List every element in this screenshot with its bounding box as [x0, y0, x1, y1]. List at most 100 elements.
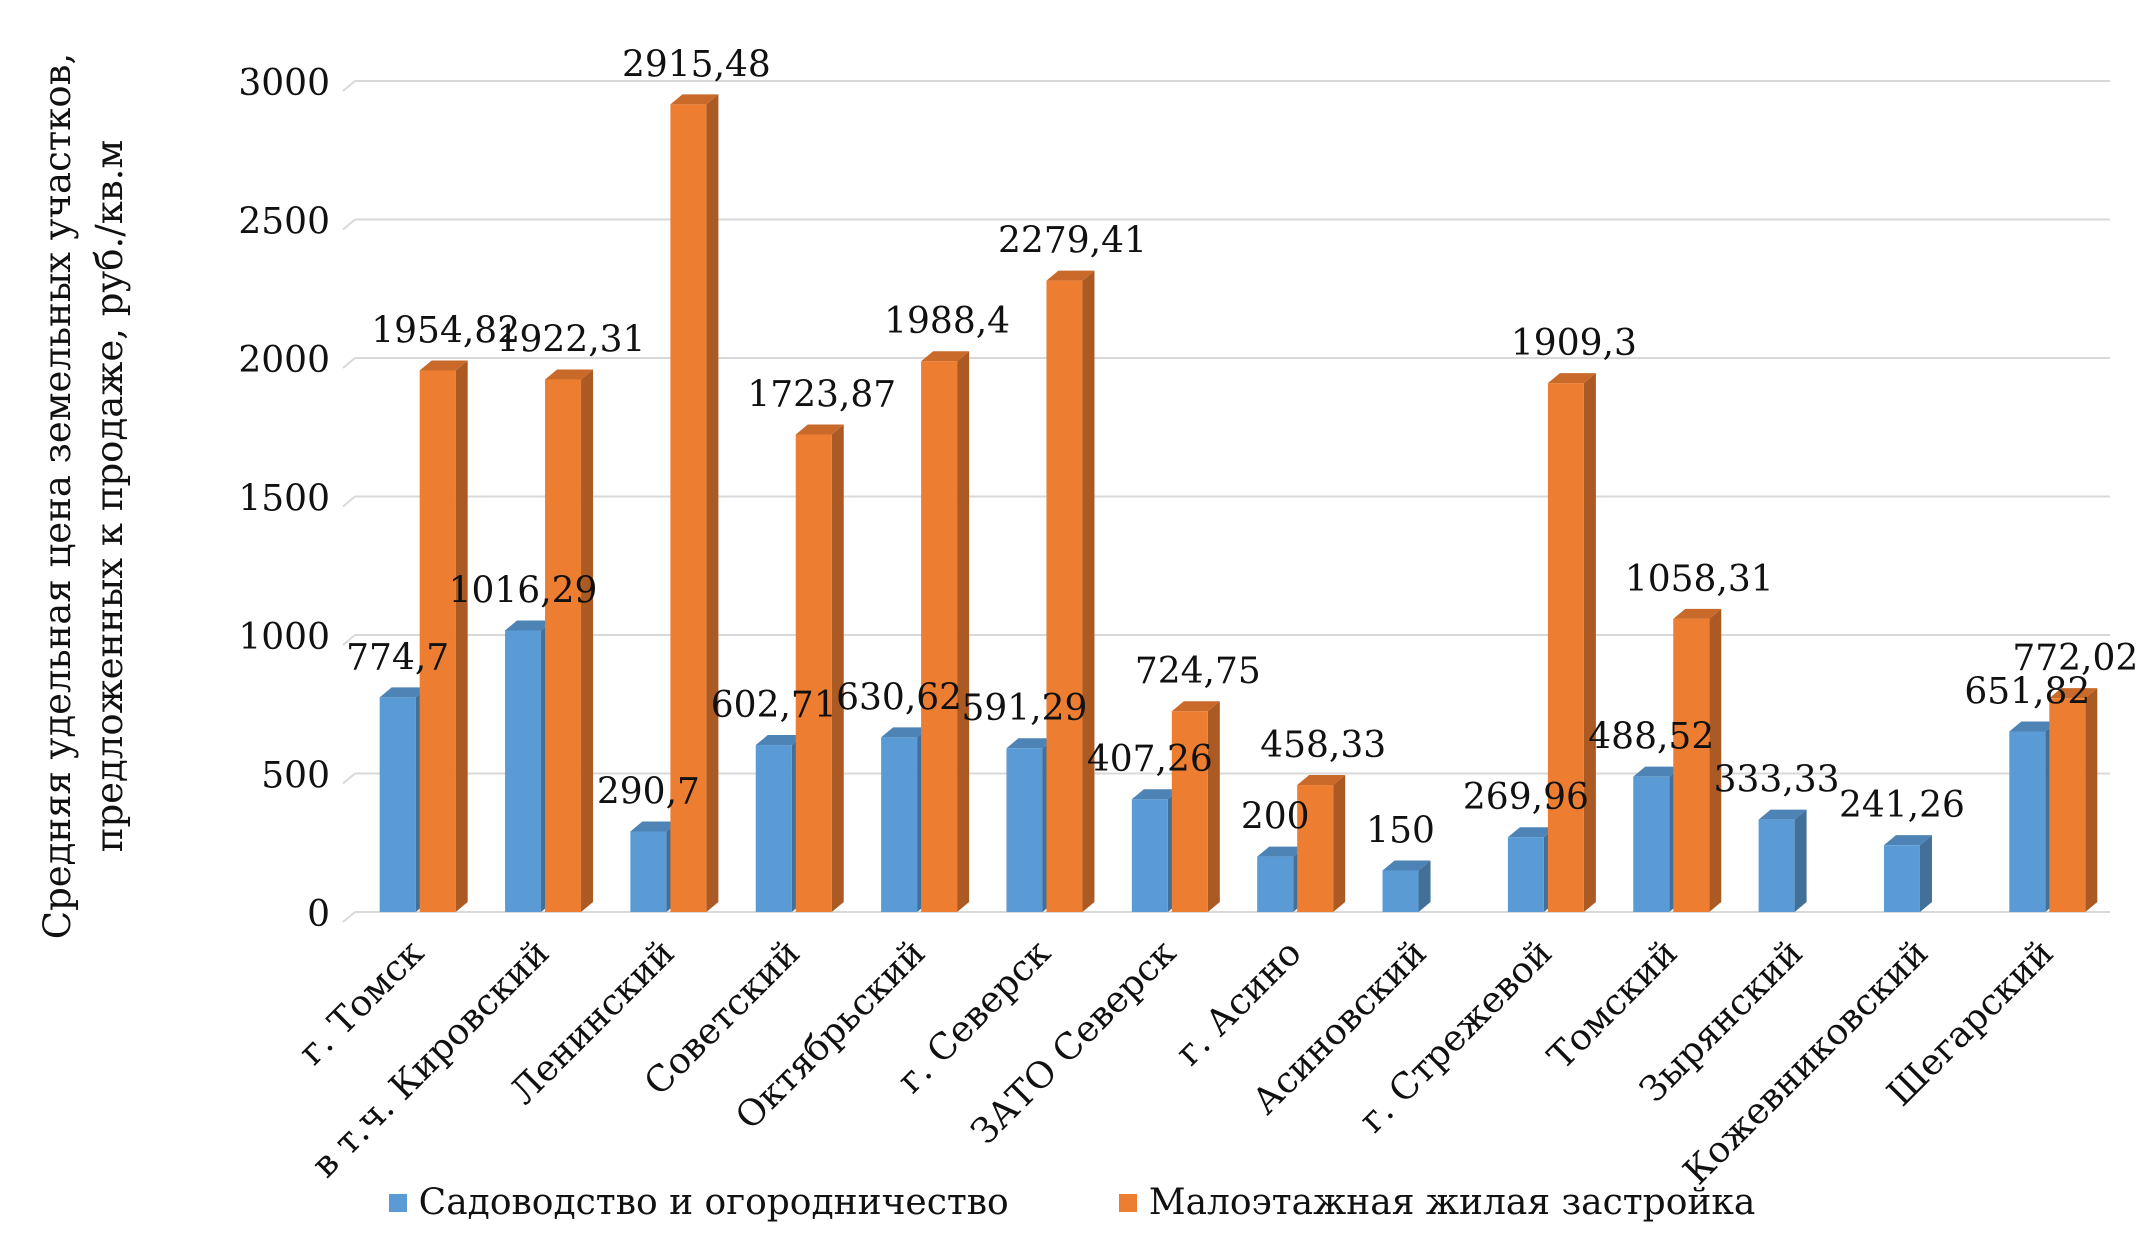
- data-label-series-1: 150: [1366, 810, 1435, 851]
- bar-series-2-side: [581, 369, 594, 912]
- bar-series-1: [2009, 731, 2046, 912]
- bar-series-2: [1046, 280, 1083, 913]
- data-label-series-1: 591,29: [961, 688, 1087, 729]
- legend-swatch-series-2: [1118, 1193, 1137, 1212]
- bar-series-1-top: [630, 821, 679, 832]
- data-label-series-1: 651,82: [1964, 671, 2090, 712]
- legend-label-series-2: Малоэтажная жилая застройка: [1148, 1182, 1756, 1223]
- data-label-series-2: 1922,31: [497, 320, 646, 361]
- bar-series-1-top: [1883, 835, 1932, 846]
- bar-series-1: [881, 737, 918, 912]
- data-label-series-1: 269,96: [1463, 777, 1589, 818]
- bar-series-2-top: [1046, 270, 1095, 281]
- data-label-series-2: 1988,4: [884, 301, 1010, 342]
- bar-series-2-side: [1583, 373, 1596, 912]
- data-label-series-1: 602,71: [711, 685, 837, 726]
- y-tick-label: 1000: [238, 617, 330, 658]
- bar-series-2-side: [1082, 270, 1095, 913]
- bar-series-2-side: [831, 424, 844, 912]
- bar-series-1: [505, 630, 542, 912]
- bar-series-1-side: [1919, 835, 1932, 912]
- x-tick-label: Кожевниковский: [1676, 932, 1936, 1192]
- bar-series-2-top: [795, 424, 844, 435]
- bar-series-2-top: [1171, 701, 1220, 712]
- y-tick-label: 1500: [238, 479, 330, 520]
- gridline-depth: [342, 218, 356, 231]
- bar-series-1-top: [1131, 789, 1180, 800]
- legend: Садоводство и огородничество Малоэтажная…: [0, 1182, 2144, 1223]
- bar-series-1-top: [755, 735, 804, 746]
- bar-series-1: [1633, 776, 1670, 912]
- bar-series-2-top: [1547, 373, 1596, 384]
- data-label-series-1: 1016,29: [449, 570, 598, 611]
- bar-series-1-top: [1633, 766, 1682, 777]
- gridline-depth: [342, 357, 356, 369]
- bar-series-2-side: [455, 360, 468, 912]
- legend-swatch-series-1: [388, 1193, 407, 1212]
- bar-series-1: [1758, 819, 1795, 912]
- bar-series-2-top: [1673, 608, 1722, 619]
- bar-series-1: [1507, 837, 1544, 912]
- bar-series-2: [545, 379, 582, 912]
- bar-series-1-top: [1257, 846, 1306, 857]
- data-label-series-1: 630,62: [836, 677, 962, 718]
- y-tick-label: 3000: [238, 63, 330, 104]
- bar-series-1-top: [505, 620, 554, 631]
- bar-series-1-top: [2009, 721, 2058, 732]
- data-label-series-2: 1723,87: [747, 374, 896, 415]
- bar-series-1-top: [1507, 827, 1556, 838]
- gridline-depth: [342, 772, 356, 785]
- data-label-series-1: 290,7: [597, 771, 700, 812]
- data-label-series-1: 200: [1241, 797, 1310, 838]
- bar-series-1: [1883, 845, 1920, 912]
- bar-series-1-top: [1758, 809, 1807, 820]
- bar-series-1-top: [881, 727, 930, 738]
- bar-series-2: [419, 370, 456, 912]
- bar-series-2-side: [706, 94, 719, 912]
- data-label-series-1: 488,52: [1588, 717, 1714, 758]
- y-tick-label: 500: [261, 756, 330, 797]
- bar-series-2: [1673, 618, 1710, 912]
- x-tick-label: в т.ч. Кировский: [304, 932, 557, 1185]
- data-label-series-1: 241,26: [1839, 785, 1965, 826]
- data-label-series-2: 458,33: [1260, 725, 1386, 766]
- data-label-series-2: 724,75: [1135, 651, 1261, 692]
- gridline-depth: [342, 911, 356, 923]
- y-tick-label: 0: [307, 894, 330, 935]
- data-label-series-2: 1909,3: [1511, 323, 1637, 364]
- bar-series-2: [1171, 711, 1208, 912]
- data-label-series-2: 1058,31: [1625, 559, 1774, 600]
- bar-series-2: [670, 104, 707, 912]
- bar-series-1: [1131, 799, 1168, 912]
- data-label-series-2: 2279,41: [998, 221, 1147, 262]
- bar-series-2-side: [1207, 701, 1220, 912]
- bar-series-2: [1547, 383, 1584, 912]
- bar-series-2-side: [1709, 608, 1722, 912]
- y-axis-title: предложенных к продаже, руб./кв.м: [88, 140, 131, 852]
- bar-series-2-side: [957, 351, 970, 912]
- bar-series-2-top: [921, 351, 970, 362]
- bar-series-1: [1006, 748, 1043, 912]
- bar-series-1-side: [1418, 860, 1431, 912]
- bar-series-2-top: [1297, 775, 1346, 786]
- bar-series-2: [1297, 785, 1334, 912]
- data-label-series-1: 407,26: [1087, 739, 1213, 780]
- legend-item-series-1: Садоводство и огородничество: [388, 1182, 1009, 1223]
- bar-series-2: [921, 361, 958, 912]
- bar-series-2-side: [1333, 775, 1346, 912]
- bar-series-2-side: [2085, 688, 2098, 912]
- bar-series-1: [1257, 856, 1294, 912]
- bar-series-1-top: [1006, 738, 1055, 749]
- bar-series-1: [1382, 870, 1419, 912]
- bar-series-1-top: [1382, 860, 1431, 871]
- bar-series-2-top: [419, 360, 468, 371]
- data-label-series-1: 333,33: [1714, 760, 1840, 801]
- data-label-series-2: 1954,82: [371, 311, 520, 352]
- bar-series-1: [755, 745, 792, 912]
- bar-series-2: [2049, 698, 2086, 912]
- y-tick-label: 2500: [238, 202, 330, 243]
- bar-series-1: [379, 697, 416, 912]
- y-tick-label: 2000: [238, 340, 330, 381]
